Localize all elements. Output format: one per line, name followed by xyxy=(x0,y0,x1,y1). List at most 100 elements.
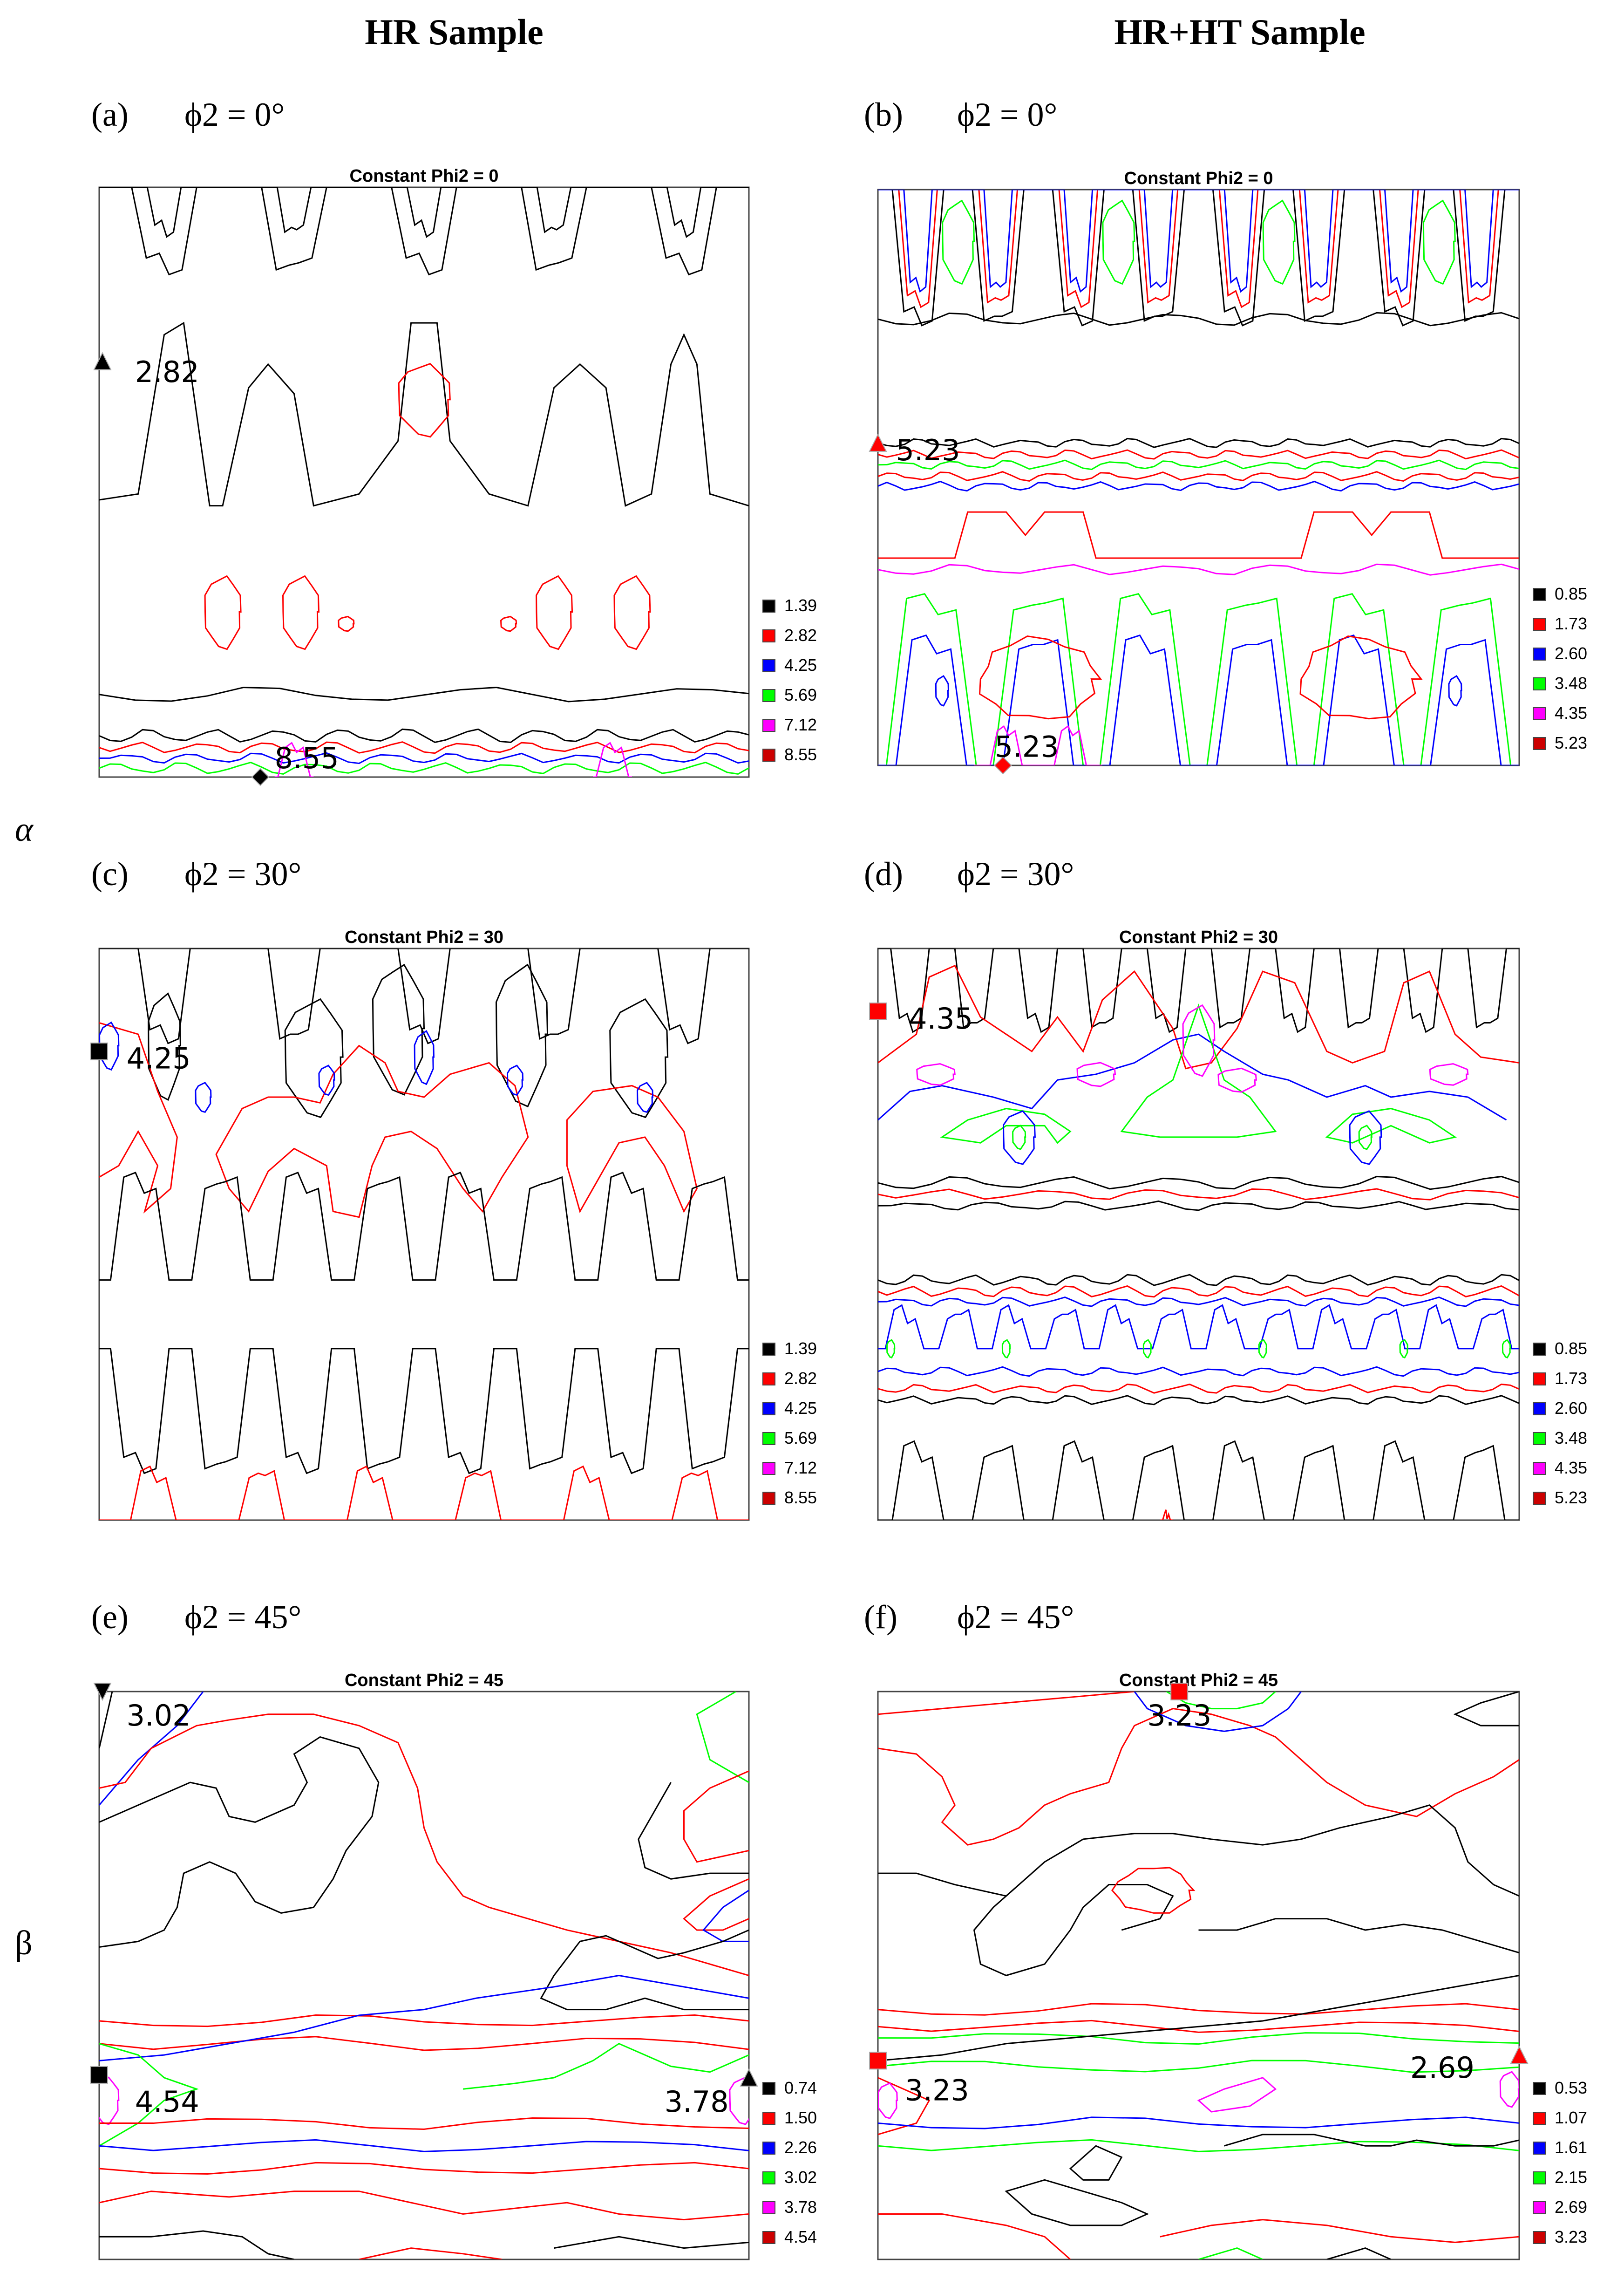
legend-label: 0.53 xyxy=(1555,2078,1587,2097)
contour-line xyxy=(1300,636,1421,719)
contour-line xyxy=(1449,676,1461,706)
legend-label: 1.73 xyxy=(1555,614,1587,633)
legend-swatch xyxy=(762,659,775,672)
legend-label: 4.25 xyxy=(784,655,817,675)
legend-swatch xyxy=(1533,2112,1546,2125)
contour-line xyxy=(99,2140,749,2151)
contour-line xyxy=(99,688,749,702)
legend-swatch xyxy=(1533,648,1546,661)
contour-line xyxy=(1121,1006,1275,1137)
contour-line xyxy=(684,1771,749,1862)
plot-frame-b xyxy=(877,189,1520,766)
contour-line xyxy=(878,2061,1519,2072)
legend-swatch xyxy=(762,749,775,762)
contour-line xyxy=(339,616,354,631)
maximum-value-label: 4.35 xyxy=(909,1002,973,1036)
legend-label: 2.82 xyxy=(784,1369,817,1388)
maximum-marker xyxy=(740,2068,758,2087)
maximum-value-label: 5.23 xyxy=(896,433,960,467)
plot-title-b: Constant Phi2 = 0 xyxy=(1124,169,1273,188)
contour-line xyxy=(1006,2180,1147,2225)
contour-line xyxy=(567,1085,697,1211)
contour-line xyxy=(1013,1126,1026,1149)
legend-swatch xyxy=(762,2082,775,2095)
maximum-value-label: 2.82 xyxy=(135,355,199,389)
maximum-marker xyxy=(90,2066,108,2084)
legend-label: 1.50 xyxy=(784,2108,817,2127)
contour-line xyxy=(610,999,668,1118)
contour-line xyxy=(878,1176,1519,1189)
legend-swatch xyxy=(1533,677,1546,690)
header-hr-ht-sample: HR+HT Sample xyxy=(1114,12,1365,52)
contour-line xyxy=(974,726,1102,765)
legend-swatch xyxy=(762,1462,775,1475)
maximum-value-label: 3.23 xyxy=(905,2074,969,2108)
contour-line xyxy=(99,187,749,274)
legend-label: 8.55 xyxy=(784,745,817,764)
contour-line xyxy=(878,450,1519,459)
contour-line xyxy=(285,999,343,1118)
contour-line xyxy=(878,1441,1519,1520)
phi2-label-c: ϕ2 = 30° xyxy=(184,855,301,893)
legend-swatch xyxy=(1533,1372,1546,1385)
legend-swatch xyxy=(762,1343,775,1356)
contour-line xyxy=(614,576,650,649)
legend-swatch xyxy=(1533,1432,1546,1445)
contour-line xyxy=(878,1189,1519,1200)
contours-f xyxy=(878,1692,1519,2259)
contour-line xyxy=(878,1805,1519,1896)
contour-line xyxy=(99,742,749,753)
panel-letter-d: (d) xyxy=(864,855,903,893)
contour-line xyxy=(878,1367,1519,1376)
panel-letter-e: (e) xyxy=(91,1598,129,1636)
legend-label: 7.12 xyxy=(784,1458,817,1477)
maximum-marker xyxy=(1510,2045,1529,2064)
contour-line xyxy=(1224,2135,1519,2146)
contour-line xyxy=(1160,2220,1519,2243)
contour-line xyxy=(149,994,181,1100)
contour-line xyxy=(507,1065,523,1095)
contour-line xyxy=(878,966,1519,1069)
contour-line xyxy=(1502,1340,1510,1358)
contour-line xyxy=(1259,1340,1266,1358)
contour-line xyxy=(537,576,572,649)
maximum-value-label: 2.69 xyxy=(1410,2051,1475,2085)
legend-swatch xyxy=(762,719,775,732)
contour-line xyxy=(980,636,1101,719)
panel-letter-c: (c) xyxy=(91,855,129,893)
contour-line xyxy=(878,1305,1519,1349)
contour-line xyxy=(99,1714,749,1976)
legend-label: 4.54 xyxy=(784,2227,817,2246)
legend-swatch xyxy=(762,1372,775,1385)
contours-e xyxy=(93,1692,755,2259)
legend-b: 0.85 1.73 2.60 3.48 4.35 5.23 xyxy=(1533,584,1587,752)
contour-line xyxy=(1143,1340,1151,1358)
legend-swatch xyxy=(762,2231,775,2244)
contour-line xyxy=(1218,1068,1257,1092)
contour-line xyxy=(501,616,516,631)
plot-frame-a xyxy=(98,186,750,778)
phi2-label-a: ϕ2 = 0° xyxy=(184,96,285,133)
contour-line xyxy=(196,1083,211,1112)
maximum-value-label: 5.23 xyxy=(995,730,1059,764)
contour-line xyxy=(637,1083,652,1112)
legend-swatch xyxy=(1533,707,1546,720)
contour-line xyxy=(1103,200,1135,284)
maximum-marker xyxy=(869,1002,887,1020)
contour-line xyxy=(878,1297,1519,1306)
phi2-label-b: ϕ2 = 0° xyxy=(957,96,1057,133)
contour-line xyxy=(1500,2072,1519,2107)
contour-line xyxy=(1135,1692,1301,1731)
contour-line xyxy=(878,1275,1519,1285)
legend-swatch xyxy=(1533,2142,1546,2155)
legend-label: 0.85 xyxy=(1555,1339,1587,1358)
contour-line xyxy=(878,1976,1519,2061)
legend-swatch xyxy=(1533,618,1546,631)
panel-letter-a: (a) xyxy=(91,96,129,133)
legend-swatch xyxy=(762,2112,775,2125)
contour-line xyxy=(878,2004,1519,2015)
legend-e: 0.74 1.50 2.26 3.02 3.78 4.54 xyxy=(762,2078,817,2246)
legend-label: 4.35 xyxy=(1555,703,1587,723)
contour-line xyxy=(878,190,1519,307)
contour-line xyxy=(283,576,319,649)
